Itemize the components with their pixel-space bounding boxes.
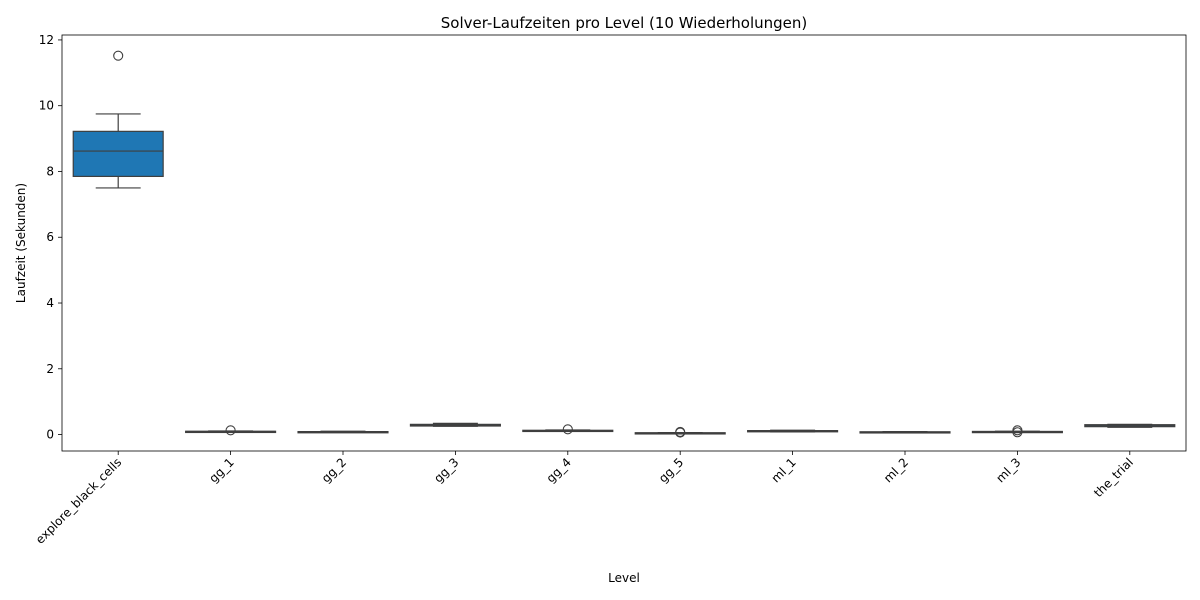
box-group-gg_1	[185, 425, 277, 436]
box-group-ml_1	[747, 429, 839, 433]
outlier-point	[675, 426, 686, 437]
outlier-point	[225, 425, 236, 436]
x-tick-label: ml_3	[993, 455, 1023, 485]
plot-frame	[61, 34, 1187, 452]
box-iqr	[72, 130, 164, 178]
y-tick-label: 2	[46, 362, 54, 376]
x-tick-label: ml_2	[881, 455, 911, 485]
box-group-gg_3	[409, 422, 501, 427]
box-group-gg_2	[297, 430, 389, 434]
x-tick-label: gg_2	[319, 455, 349, 485]
box-group-gg_5	[634, 426, 726, 438]
y-tick-label: 0	[46, 428, 54, 442]
plot-area	[72, 50, 1176, 438]
outlier-point	[562, 424, 573, 435]
x-axis-label: Level	[608, 571, 640, 585]
x-tick-label: ml_1	[769, 455, 799, 485]
x-axis: explore_black_cells gg_1 gg_2 gg_3 gg_4 gg_5 m…	[33, 451, 1136, 547]
outlier-point	[113, 50, 124, 61]
box-group-the_trial	[1084, 423, 1176, 428]
y-axis-label: Laufzeit (Sekunden)	[14, 183, 28, 303]
y-axis: 0 2 4 6 8 10 12	[39, 33, 62, 442]
box-group-ml_2	[859, 430, 951, 434]
x-tick-label: the_trial	[1091, 455, 1136, 500]
y-tick-label: 8	[46, 164, 54, 178]
x-tick-label: explore_black_cells	[33, 455, 124, 546]
box-group-explore_black_cells	[72, 50, 164, 189]
y-tick-label: 6	[46, 230, 54, 244]
y-tick-label: 4	[46, 296, 54, 310]
y-tick-label: 10	[39, 99, 54, 113]
x-tick-label: gg_3	[431, 455, 461, 485]
x-tick-label: gg_1	[206, 455, 236, 485]
y-tick-label: 12	[39, 33, 54, 47]
chart-title: Solver-Laufzeiten pro Level (10 Wiederho…	[441, 14, 807, 32]
x-tick-label: gg_4	[544, 455, 574, 485]
x-tick-label: gg_5	[656, 455, 686, 485]
outlier-point	[1012, 425, 1023, 436]
box-group-ml_3	[971, 425, 1063, 438]
box-group-gg_4	[522, 424, 614, 435]
